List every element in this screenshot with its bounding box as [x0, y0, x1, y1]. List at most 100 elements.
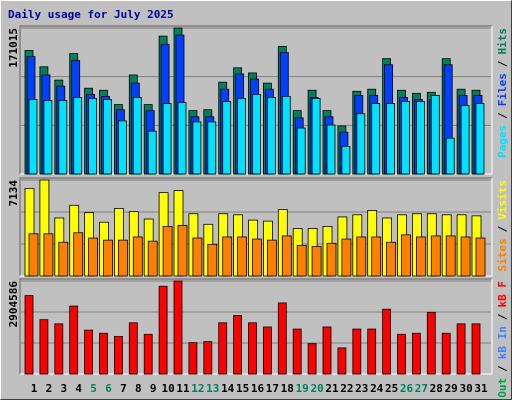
bar: [69, 305, 79, 375]
bar: [415, 236, 426, 277]
bar: [252, 93, 261, 175]
bar: [222, 236, 233, 277]
legend-entry: kB Out: [496, 378, 509, 400]
bar: [326, 124, 336, 175]
y-tick-label: 171015: [7, 28, 20, 68]
bar: [426, 311, 436, 375]
bar: [128, 322, 138, 375]
bar: [456, 323, 466, 375]
bar: [218, 322, 228, 375]
bar: [192, 121, 202, 175]
y-tick-label: 2904586: [7, 281, 20, 328]
bar: [445, 137, 455, 175]
bar: [222, 101, 232, 175]
x-tick-label: 19: [296, 382, 309, 395]
bar: [73, 232, 84, 277]
bar: [356, 113, 366, 175]
x-tick-label: 22: [340, 382, 353, 395]
x-tick-label: 2: [46, 382, 53, 395]
bar: [118, 120, 127, 175]
bar: [114, 335, 123, 375]
x-tick-label: 18: [281, 382, 294, 395]
x-tick-label: 26: [400, 382, 414, 395]
bar: [39, 319, 49, 375]
x-tick-label: 10: [161, 382, 174, 395]
bar: [311, 98, 321, 175]
legend-separator: /: [496, 60, 509, 67]
legend-entry: kB F: [496, 281, 509, 308]
bar: [173, 280, 183, 375]
bar: [475, 103, 485, 175]
legend: Sites / Visits: [496, 180, 509, 272]
bar: [143, 333, 153, 375]
x-tick-label: 21: [325, 382, 339, 395]
bar: [84, 329, 93, 375]
bar: [192, 237, 203, 277]
bar: [430, 235, 441, 277]
chart-title: Daily usage for July 2025: [8, 8, 174, 21]
legend-entry: Sites: [496, 238, 509, 271]
bar: [162, 103, 172, 175]
bar: [103, 99, 112, 175]
bar: [58, 100, 68, 175]
bar: [147, 130, 157, 175]
x-tick-label: 17: [266, 382, 279, 395]
legend-separator: /: [496, 225, 509, 232]
bar: [397, 333, 406, 375]
legend-separator: /: [496, 365, 509, 372]
bar: [411, 332, 421, 375]
bar: [207, 121, 217, 175]
bar: [382, 308, 392, 375]
bar: [233, 315, 243, 375]
bar: [158, 285, 168, 375]
x-tick-label: 25: [385, 382, 398, 395]
x-tick-label: 31: [474, 382, 488, 395]
bar: [337, 347, 347, 375]
bar: [43, 233, 54, 277]
bar: [88, 98, 97, 175]
x-tick-label: 24: [370, 382, 384, 395]
bar: [266, 97, 276, 175]
x-tick-label: 8: [135, 382, 142, 395]
bar: [367, 328, 377, 375]
bar: [88, 237, 98, 277]
bar: [147, 240, 158, 277]
x-tick-label: 6: [105, 382, 112, 395]
bar: [341, 238, 352, 277]
bar: [441, 332, 451, 375]
bar: [252, 238, 262, 277]
bar: [177, 102, 187, 175]
legend-entry: Hits: [496, 28, 509, 55]
bar: [386, 103, 396, 175]
panel-bevel: [19, 177, 492, 276]
x-tick-label: 12: [191, 382, 204, 395]
bar: [401, 101, 410, 175]
bar: [296, 127, 306, 175]
bar: [356, 236, 367, 277]
bar: [28, 99, 38, 175]
x-tick-label: 16: [251, 382, 265, 395]
bar: [28, 233, 39, 277]
legend: kB Out / kB In / kB F: [496, 281, 509, 400]
bar: [371, 103, 381, 175]
bar: [203, 341, 213, 375]
bar: [445, 235, 456, 277]
bar: [322, 326, 332, 375]
bar: [58, 241, 69, 277]
bar: [292, 328, 302, 375]
bar: [132, 236, 143, 277]
panel-bevel: [19, 25, 492, 174]
x-tick-label: 13: [206, 382, 219, 395]
x-tick-label: 20: [310, 382, 323, 395]
bar: [415, 101, 425, 175]
bar: [43, 100, 53, 175]
x-tick-label: 30: [459, 382, 472, 395]
bar: [24, 295, 34, 375]
x-tick-label: 7: [120, 382, 127, 395]
bar: [430, 94, 440, 175]
bar: [177, 224, 188, 277]
x-tick-label: 9: [150, 382, 157, 395]
bar: [307, 343, 317, 375]
x-tick-label: 15: [236, 382, 249, 395]
